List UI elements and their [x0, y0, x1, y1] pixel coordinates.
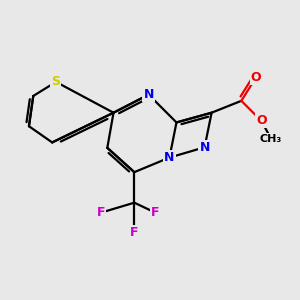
Text: F: F	[151, 206, 160, 219]
Text: N: N	[200, 141, 210, 154]
Text: N: N	[143, 88, 154, 101]
Text: F: F	[97, 206, 105, 219]
Text: S: S	[52, 75, 61, 88]
Text: O: O	[250, 71, 261, 84]
Text: N: N	[164, 151, 175, 164]
Text: CH₃: CH₃	[260, 134, 282, 144]
Text: F: F	[130, 226, 139, 239]
Text: O: O	[256, 114, 267, 127]
